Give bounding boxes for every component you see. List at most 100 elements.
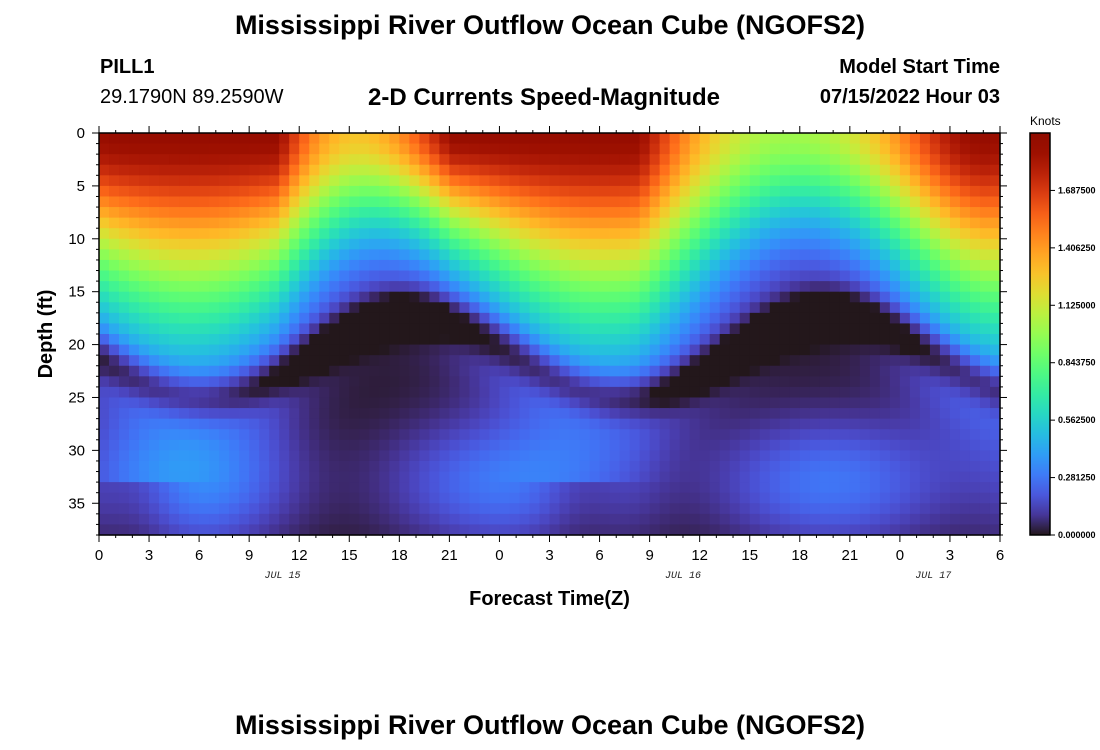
heatmap-cell (119, 143, 130, 155)
heatmap-cell (149, 492, 160, 504)
heatmap-cell (809, 365, 821, 377)
heatmap-cell (229, 482, 240, 494)
heatmap-cell (479, 281, 491, 293)
heatmap-cell (849, 408, 861, 420)
heatmap-cell (969, 418, 981, 430)
heatmap-cell (139, 503, 150, 515)
x-tick-label: 9 (645, 547, 653, 564)
heatmap-cell (149, 175, 160, 187)
heatmap-cell (599, 439, 611, 451)
heatmap-cell (899, 524, 911, 536)
heatmap-cell (159, 503, 170, 515)
heatmap-cell (629, 334, 641, 346)
heatmap-cell (739, 312, 751, 325)
heatmap-cell (969, 408, 981, 420)
heatmap-cell (649, 365, 661, 377)
heatmap-cell (509, 513, 521, 526)
heatmap-cell (389, 217, 400, 229)
heatmap-cell (349, 450, 360, 462)
heatmap-cell (539, 344, 551, 356)
heatmap-cell (329, 334, 340, 346)
heatmap-cell (179, 439, 190, 451)
heatmap-cell (809, 281, 821, 293)
heatmap-cell (249, 228, 260, 240)
heatmap-cell (679, 154, 691, 166)
heatmap-cell (289, 207, 300, 219)
heatmap-cell (199, 270, 210, 282)
heatmap-cell (299, 133, 310, 145)
heatmap-cell (599, 270, 611, 282)
heatmap-cell (409, 259, 420, 272)
heatmap-cell (559, 376, 571, 388)
heatmap-cell (489, 323, 501, 335)
heatmap-cell (719, 513, 731, 526)
heatmap-cell (339, 460, 350, 473)
heatmap-cell (989, 291, 1001, 303)
heatmap-cell (299, 450, 310, 462)
heatmap-cell (989, 312, 1001, 325)
heatmap-cell (419, 228, 430, 240)
heatmap-cell (249, 154, 260, 166)
heatmap-cell (609, 302, 621, 314)
heatmap-cell (249, 133, 260, 145)
heatmap-cell (689, 460, 701, 473)
heatmap-cell (729, 355, 741, 367)
heatmap-cell (769, 133, 781, 145)
heatmap-cell (819, 270, 831, 282)
heatmap-cell (709, 281, 721, 293)
heatmap-cell (929, 365, 941, 377)
heatmap-cell (399, 217, 410, 229)
heatmap-cell (789, 196, 801, 208)
heatmap-cell (719, 270, 731, 282)
heatmap-cell (619, 143, 631, 155)
heatmap-cell (929, 429, 941, 441)
heatmap-cell (589, 524, 601, 536)
heatmap-cell (319, 344, 330, 356)
heatmap-cell (409, 386, 420, 399)
heatmap-cell (749, 207, 761, 219)
heatmap-cell (149, 418, 160, 430)
heatmap-cell (979, 365, 991, 377)
heatmap-cell (619, 492, 631, 504)
heatmap-cell (199, 323, 210, 335)
heatmap-cell (399, 513, 410, 526)
heatmap-cell (869, 376, 881, 388)
heatmap-cell (949, 281, 961, 293)
heatmap-cell (409, 217, 420, 229)
heatmap-cell (739, 355, 751, 367)
heatmap-cell (169, 429, 180, 441)
heatmap-cell (379, 450, 390, 462)
heatmap-cell (669, 175, 681, 187)
heatmap-cell (789, 492, 801, 504)
heatmap-cell (549, 429, 561, 441)
heatmap-cell (229, 439, 240, 451)
heatmap-cell (129, 133, 140, 145)
heatmap-cell (479, 524, 491, 536)
heatmap-cell (749, 397, 761, 409)
heatmap-cell (909, 355, 921, 367)
heatmap-cell (149, 143, 160, 155)
heatmap-cell (389, 513, 400, 526)
heatmap-cell (429, 207, 440, 219)
heatmap-cell (699, 196, 711, 208)
heatmap-cell (499, 503, 511, 515)
heatmap-cell (99, 207, 110, 219)
heatmap-cell (969, 249, 981, 261)
heatmap-cell (369, 334, 380, 346)
heatmap-cell (419, 154, 430, 166)
heatmap-cell (779, 164, 791, 176)
heatmap-cell (749, 259, 761, 272)
heatmap-cell (179, 291, 190, 303)
heatmap-cell (719, 133, 731, 145)
heatmap-cell (409, 164, 420, 176)
heatmap-cell (619, 249, 631, 261)
heatmap-cell (359, 450, 370, 462)
heatmap-cell (979, 154, 991, 166)
heatmap-cell (759, 397, 771, 409)
heatmap-cell (359, 281, 370, 293)
heatmap-cell (719, 418, 731, 430)
heatmap-cell (589, 302, 601, 314)
heatmap-cell (449, 460, 460, 473)
heatmap-cell (929, 524, 941, 536)
heatmap-cell (289, 492, 300, 504)
